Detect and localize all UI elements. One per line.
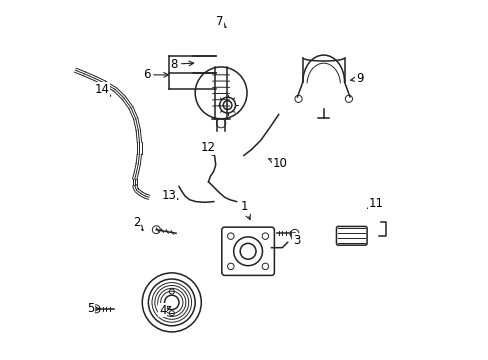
Text: 8: 8: [170, 58, 193, 71]
Text: 3: 3: [289, 234, 300, 247]
Text: 14: 14: [95, 83, 110, 96]
Text: 5: 5: [86, 302, 99, 315]
Text: 11: 11: [367, 197, 383, 210]
Text: 9: 9: [350, 72, 363, 85]
Text: 4: 4: [159, 304, 170, 317]
Text: 12: 12: [200, 141, 215, 156]
Text: 10: 10: [268, 157, 286, 170]
Text: 13: 13: [161, 189, 178, 202]
Text: 1: 1: [240, 201, 250, 220]
Text: 2: 2: [132, 216, 142, 230]
Text: 7: 7: [215, 15, 225, 28]
Text: 6: 6: [142, 68, 168, 81]
